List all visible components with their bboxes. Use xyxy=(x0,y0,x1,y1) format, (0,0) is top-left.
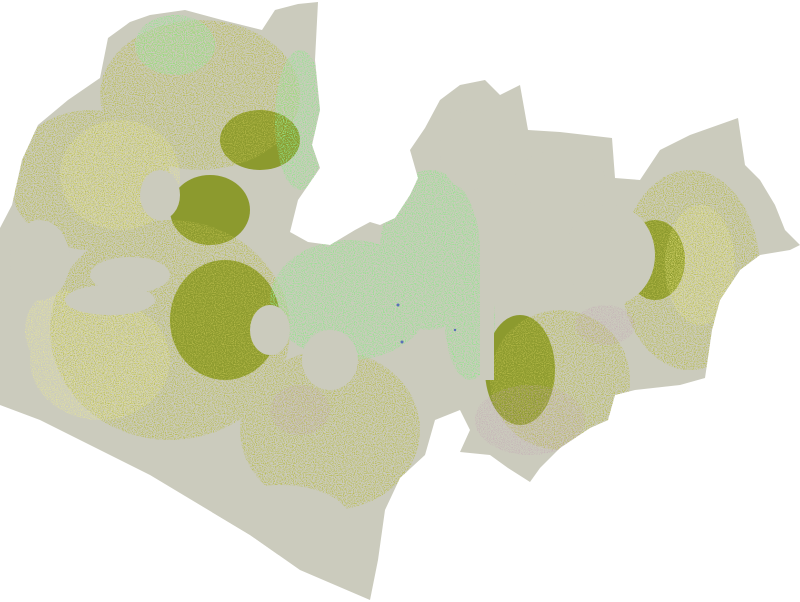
land-cover-layers xyxy=(10,15,760,555)
light-green-cover xyxy=(135,15,495,380)
water-points xyxy=(396,303,457,344)
mauve-cover xyxy=(270,305,635,455)
pale-yellow-cover xyxy=(25,120,735,420)
